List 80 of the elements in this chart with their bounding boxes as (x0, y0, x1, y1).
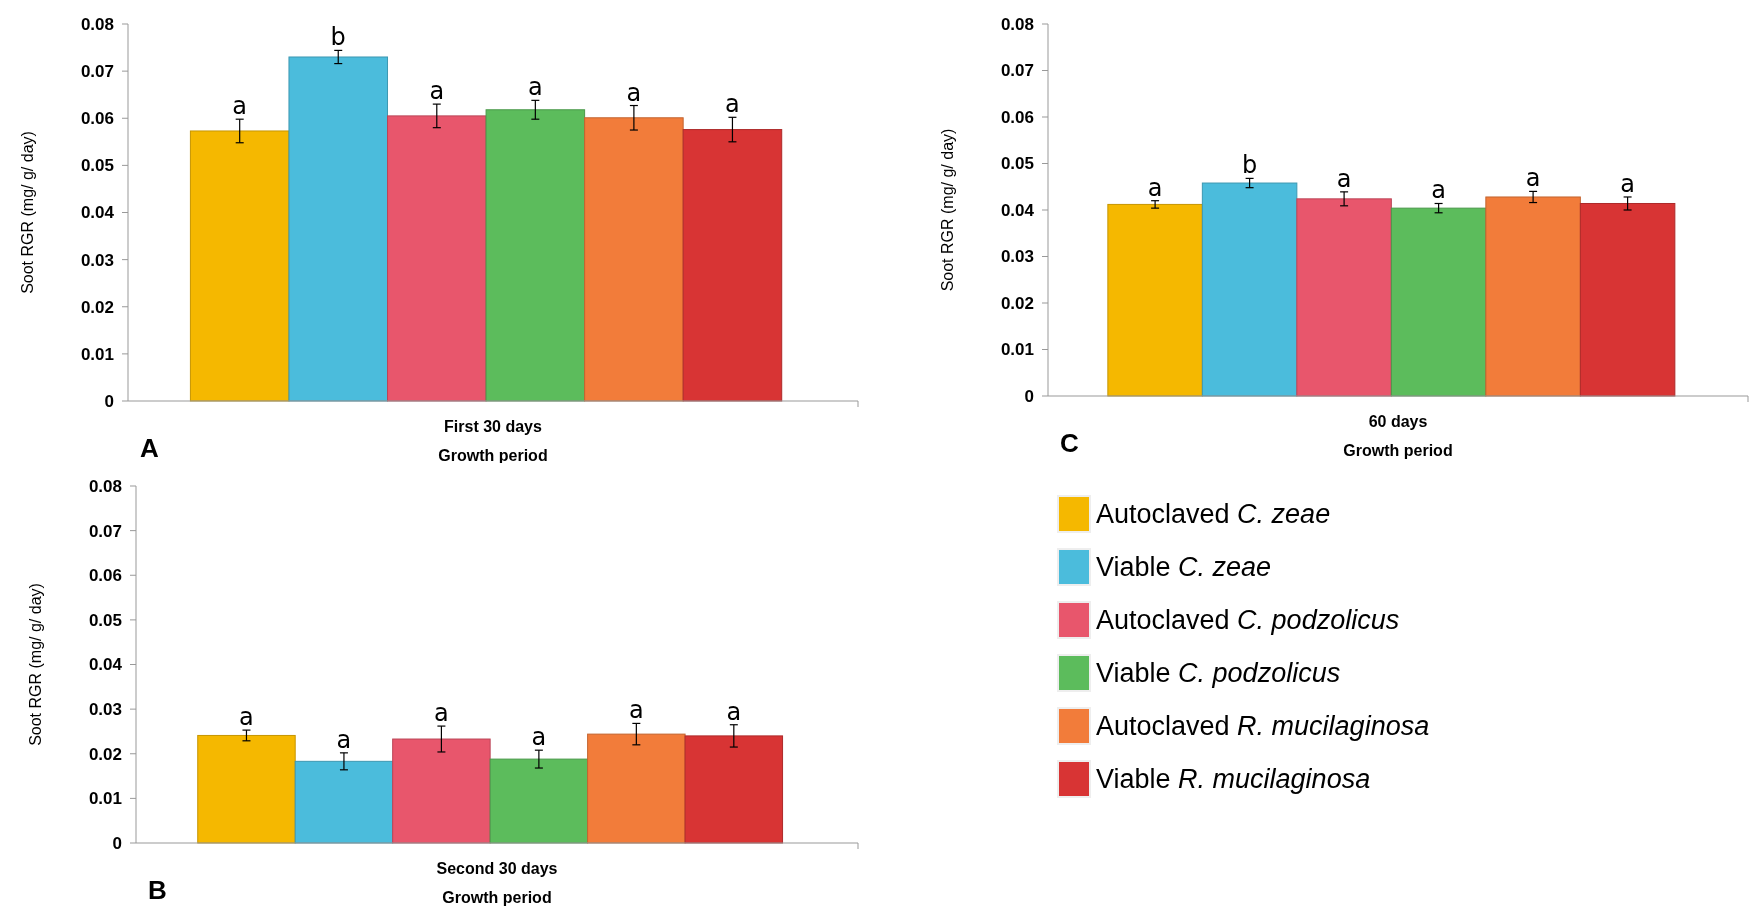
data-label: a (1147, 173, 1163, 202)
text: B (148, 875, 167, 905)
y-axis-title: Soot RGR (mg/ g/ day) (19, 131, 36, 294)
x-axis-title: Growth period (442, 889, 552, 906)
bar (684, 735, 784, 844)
y-axis-title: Soot RGR (mg/ g/ day) (939, 128, 956, 292)
y-tick-label: 0.01 (80, 344, 114, 364)
data-label: a (1620, 169, 1635, 198)
bar (1107, 203, 1203, 397)
legend-label: Autoclaved R. mucilaginosa (1096, 711, 1430, 742)
legend-label: Viable C. zeae (1096, 552, 1272, 583)
y-tick-label: 0.06 (80, 109, 114, 129)
y-tick-label: 0.08 (88, 476, 122, 496)
x-tick-label: 60 days (1368, 413, 1428, 430)
bar (387, 115, 487, 402)
data-label: a (726, 697, 742, 726)
y-tick-label: 0.02 (1000, 293, 1034, 313)
y-tick-label: 0.07 (80, 62, 114, 82)
y-tick-label: 0.02 (80, 297, 114, 317)
data-label: b (1241, 151, 1258, 180)
bar (1579, 202, 1676, 397)
data-label: a (336, 725, 352, 754)
y-tick-label: 0.07 (1000, 61, 1034, 81)
data-label: b (330, 23, 346, 52)
y-tick-label: 0.03 (88, 700, 122, 720)
bar (1390, 207, 1487, 397)
y-tick-label: 0 (112, 833, 122, 853)
legend-label: Viable R. mucilaginosa (1096, 764, 1371, 795)
bar (584, 117, 684, 402)
bar (294, 760, 394, 844)
y-tick-label: 0.04 (1000, 200, 1035, 220)
legend-label: Autoclaved C. podzolicus (1096, 605, 1400, 636)
y-tick-label: 0 (1024, 386, 1034, 406)
y-tick-label: 0.07 (88, 521, 122, 541)
y-tick-label: 0 (104, 391, 114, 411)
y-tick-label: 0.06 (88, 566, 122, 586)
legend-label: Viable C. podzolicus (1096, 658, 1341, 689)
data-label: a (531, 723, 547, 752)
y-tick-label: 0.04 (80, 203, 115, 223)
y-tick-label: 0.04 (88, 655, 123, 675)
bar (682, 129, 783, 402)
data-label: a (628, 696, 644, 725)
y-tick-label: 0.08 (1000, 14, 1034, 34)
y-tick-label: 0.03 (1000, 247, 1034, 267)
legend-label: Autoclaved C. zeae (1096, 499, 1331, 530)
y-tick-label: 0.05 (88, 610, 122, 630)
bar (485, 109, 586, 402)
data-label: a (725, 90, 740, 119)
data-label: a (434, 699, 449, 728)
data-label: a (232, 92, 248, 121)
data-label: a (429, 77, 445, 106)
y-axis-title: Soot RGR (mg/ g/ day) (27, 583, 44, 746)
y-tick-label: 0.02 (88, 744, 122, 764)
y-tick-label: 0.08 (80, 14, 114, 34)
y-tick-label: 0.01 (1000, 340, 1034, 360)
text: A (140, 433, 159, 463)
y-tick-label: 0.05 (1000, 154, 1034, 174)
bar (189, 130, 290, 402)
bar (1201, 182, 1298, 397)
text: C (1060, 428, 1079, 458)
data-label: a (1336, 164, 1352, 193)
data-label: a (239, 703, 254, 732)
bar (1296, 198, 1392, 397)
x-axis-title: Growth period (1343, 442, 1453, 459)
bar (197, 734, 296, 844)
data-label: a (1431, 176, 1446, 205)
y-tick-label: 0.06 (1000, 107, 1034, 127)
data-label: a (527, 73, 543, 102)
y-tick-label: 0.03 (80, 250, 114, 270)
x-tick-label: Second 30 days (436, 860, 558, 877)
bar (587, 733, 686, 844)
bar (1485, 196, 1581, 397)
bar (392, 738, 491, 844)
bar (288, 56, 389, 402)
y-tick-label: 0.01 (88, 789, 122, 809)
bar (489, 758, 589, 844)
y-tick-label: 0.05 (80, 156, 114, 176)
x-tick-label: First 30 days (444, 418, 543, 435)
data-label: a (626, 78, 642, 107)
data-label: a (1525, 164, 1541, 193)
